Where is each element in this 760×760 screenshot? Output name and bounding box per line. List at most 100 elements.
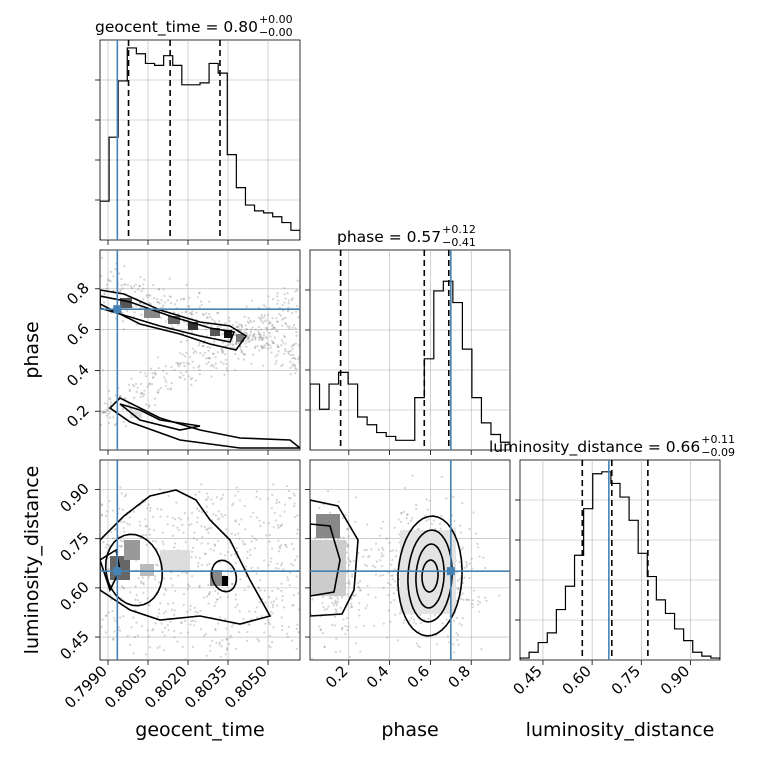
panel-luminosity_distance-vs-phase-sample-219	[452, 643, 455, 646]
panel-phase-vs-geocent_time-sample-166	[130, 287, 134, 290]
panel-luminosity_distance-vs-phase-sample-13	[471, 567, 474, 570]
panel-phase-vs-geocent_time-sample-310	[198, 364, 201, 367]
panel-phase-vs-geocent_time-sample-22	[298, 361, 300, 364]
panel-luminosity_distance-vs-phase-sample-66	[355, 626, 358, 629]
panel-luminosity_distance-vs-geocent_time-sample-160	[293, 494, 296, 497]
panel-phase-vs-geocent_time-sample-303	[250, 320, 253, 323]
panel-luminosity_distance-vs-geocent_time-sample-118	[112, 638, 115, 641]
panel-luminosity_distance-vs-geocent_time-sample-594	[207, 527, 211, 530]
panel-luminosity_distance-vs-geocent_time-sample-230	[206, 492, 209, 495]
panel-phase-vs-geocent_time-sample-83	[249, 333, 252, 336]
panel-phase-vs-geocent_time-sample-263	[100, 255, 102, 258]
panel-luminosity_distance-vs-phase-sample-530	[301, 638, 303, 640]
panel-phase-vs-geocent_time-sample-150	[162, 288, 165, 291]
panel-luminosity_distance-vs-geocent_time-sample-204	[133, 635, 136, 639]
title-phase: phase = 0.57	[337, 228, 441, 246]
panel-luminosity_distance-vs-geocent_time-sample-203	[147, 603, 150, 606]
panel-phase-vs-geocent_time-sample-563	[150, 382, 154, 386]
panel-phase-vs-geocent_time-sample-514	[103, 293, 106, 296]
panel-phase-vs-geocent_time-sample-601	[271, 323, 274, 326]
panel-luminosity_distance-vs-phase-sample-461	[415, 507, 418, 511]
panel-phase-vs-geocent_time-sample-222	[287, 299, 291, 302]
panel-luminosity_distance-vs-geocent_time-sample-421	[263, 631, 266, 634]
panel-phase-vs-geocent_time-sample-525	[128, 388, 131, 391]
panel-phase-vs-geocent_time-sample-16	[280, 344, 283, 347]
panel-luminosity_distance-vs-phase-sample-531	[311, 657, 314, 660]
panel-luminosity_distance-vs-geocent_time-sample-6	[160, 622, 163, 625]
panel-phase-vs-geocent_time-sample-145	[271, 317, 274, 320]
panel-luminosity_distance-vs-geocent_time-sample-439	[235, 647, 238, 650]
panel-luminosity_distance-vs-geocent_time-sample-518	[203, 552, 207, 555]
xtick-label-phase-1: 0.4	[363, 662, 393, 692]
panel-phase-vs-geocent_time-sample-419	[240, 323, 243, 326]
panel-phase-vs-geocent_time-sample-370	[264, 346, 267, 349]
panel-luminosity_distance-vs-phase-sample-231	[357, 585, 360, 588]
ytick-label-luminosity_distance-2: 0.75	[56, 529, 92, 565]
panel-luminosity_distance-vs-geocent_time-sample-161	[218, 643, 221, 646]
panel-luminosity_distance-vs-geocent_time-sample-174	[235, 556, 238, 559]
panel-luminosity_distance-vs-geocent_time-sample-187	[252, 511, 255, 514]
panel-phase-vs-geocent_time-sample-265	[290, 298, 294, 301]
panel-luminosity_distance-vs-geocent_time-sample-192	[243, 589, 246, 592]
panel-luminosity_distance-vs-geocent_time-sample-31	[158, 612, 161, 615]
panel-luminosity_distance-vs-phase-sample-529	[348, 655, 351, 659]
panel-phase-vs-geocent_time-sample-245	[188, 362, 191, 365]
panel-luminosity_distance-vs-geocent_time-sample-417	[156, 615, 159, 618]
panel-phase-vs-geocent_time-sample-98	[109, 270, 113, 273]
panel-luminosity_distance-vs-geocent_time-sample-229	[139, 524, 142, 527]
panel-luminosity_distance-vs-geocent_time-sample-288	[230, 554, 233, 557]
panel-phase-vs-geocent_time-sample-463	[216, 351, 220, 354]
panel-phase-vs-geocent_time-sample-317	[201, 312, 205, 316]
panel-luminosity_distance-vs-geocent_time-sample-173	[246, 550, 249, 553]
panel-phase-vs-geocent_time-sample-344	[277, 299, 280, 302]
panel-phase-vs-geocent_time-sample-161	[265, 329, 269, 332]
panel-luminosity_distance-vs-geocent_time-sample-360	[262, 521, 266, 524]
panel-phase-vs-geocent_time-sample-657	[144, 372, 147, 375]
panel-phase-vs-geocent_time-sample-353	[109, 416, 112, 419]
panel-phase-vs-geocent_time-sample-339	[294, 342, 297, 345]
panel-luminosity_distance-vs-phase-sample-518	[418, 646, 422, 649]
panel-luminosity_distance-vs-phase-sample-194	[374, 542, 378, 545]
panel-luminosity_distance-vs-phase-sample-239	[328, 511, 331, 514]
panel-phase-vs-geocent_time-sample-541	[108, 421, 111, 425]
panel-phase-vs-geocent_time-sample-427	[149, 302, 152, 306]
panel-luminosity_distance-vs-geocent_time-sample-407	[236, 603, 239, 606]
panel-phase-vs-geocent_time-sample-683	[167, 299, 170, 302]
panel-luminosity_distance-vs-geocent_time-sample-50	[214, 601, 217, 604]
panel-luminosity_distance-vs-geocent_time-sample-199	[193, 624, 196, 627]
panel-phase-vs-geocent_time-sample-90	[259, 336, 263, 339]
panel-luminosity_distance-vs-phase-sample-451	[387, 593, 390, 597]
panel-luminosity_distance-vs-geocent_time-sample-392	[219, 498, 222, 501]
panel-phase-vs-geocent_time-sample-3	[262, 337, 265, 340]
panel-luminosity_distance-vs-phase-sample-41	[346, 528, 350, 531]
panel-luminosity_distance-vs-geocent_time-sample-359	[152, 529, 156, 532]
panel-luminosity_distance-vs-phase-sample-126	[457, 560, 461, 564]
panel-phase-vs-geocent_time-sample-531	[259, 318, 262, 321]
panel-luminosity_distance-vs-phase-sample-364	[321, 632, 325, 635]
panel-luminosity_distance-vs-geocent_time-sample-418	[283, 510, 286, 513]
panel-phase-vs-geocent_time-sample-306	[272, 326, 275, 329]
panel-luminosity_distance-vs-geocent_time-sample-488	[292, 604, 295, 607]
panel-phase-vs-geocent_time-sample-570	[283, 334, 286, 338]
panel-luminosity_distance-vs-geocent_time-sample-241	[177, 529, 180, 532]
panel-phase-vs-geocent_time-sample-655	[282, 352, 286, 355]
panel-phase-vs-geocent_time-sample-294	[295, 368, 298, 371]
panel-luminosity_distance-vs-phase-sample-626	[485, 599, 488, 603]
panel-phase-vs-geocent_time-sample-670	[124, 425, 128, 428]
panel-luminosity_distance-vs-geocent_time-sample-429	[169, 620, 172, 623]
panel-luminosity_distance-vs-geocent_time-sample-71	[235, 486, 239, 489]
panel-luminosity_distance-vs-geocent_time-sample-231	[161, 540, 164, 543]
panel-phase-vs-geocent_time-truth-marker	[113, 305, 122, 314]
panel-luminosity_distance-vs-phase-sample-573	[374, 573, 378, 576]
panel-luminosity_distance-vs-phase-sample-161	[425, 519, 428, 522]
panel-luminosity_distance-vs-phase-sample-554	[452, 619, 456, 622]
panel-luminosity_distance-vs-geocent_time-sample-102	[208, 562, 211, 566]
panel-phase-vs-geocent_time-sample-404	[148, 383, 151, 386]
panel-luminosity_distance-vs-geocent_time-sample-394	[232, 502, 235, 505]
panel-luminosity_distance-vs-phase-sample-462	[465, 598, 468, 601]
panel-luminosity_distance-vs-geocent_time-sample-306	[200, 525, 203, 528]
panel-luminosity_distance-vs-phase-sample-511	[350, 575, 354, 578]
panel-phase-vs-geocent_time-sample-590	[241, 352, 245, 355]
panel-luminosity_distance-vs-geocent_time-sample-95	[280, 589, 283, 592]
panel-phase-vs-geocent_time-sample-543	[205, 312, 208, 315]
